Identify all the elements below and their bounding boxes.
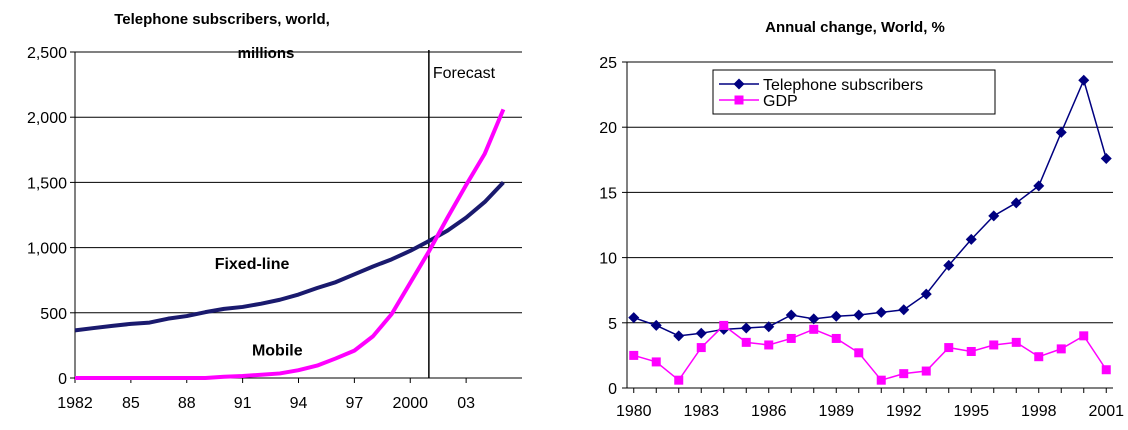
data-point-telephone-subscribers bbox=[988, 210, 1000, 222]
x-tick-label: 1980 bbox=[616, 403, 652, 420]
x-tick-label: 85 bbox=[122, 395, 140, 412]
x-tick-label: 2000 bbox=[392, 395, 428, 412]
data-point-telephone-subscribers bbox=[830, 310, 842, 322]
series-label-mobile: Mobile bbox=[252, 342, 303, 359]
data-point-telephone-subscribers bbox=[875, 306, 887, 318]
x-tick-label: 1982 bbox=[57, 395, 93, 412]
y-tick-label: 25 bbox=[599, 55, 617, 72]
chart-title: Annual change, World, % bbox=[765, 19, 945, 36]
data-point-telephone-subscribers bbox=[1010, 197, 1022, 209]
data-point-telephone-subscribers bbox=[673, 330, 685, 342]
data-point-gdp bbox=[1101, 365, 1111, 375]
data-point-telephone-subscribers bbox=[898, 304, 910, 316]
y-tick-label: 2,000 bbox=[27, 110, 67, 127]
x-tick-label: 2001 bbox=[1088, 403, 1124, 420]
data-point-gdp bbox=[1034, 352, 1044, 362]
forecast-label: Forecast bbox=[433, 65, 496, 82]
data-point-gdp bbox=[1056, 344, 1066, 354]
data-point-gdp bbox=[1079, 331, 1089, 341]
y-tick-label: 1,500 bbox=[27, 175, 67, 192]
data-point-telephone-subscribers bbox=[920, 288, 932, 300]
x-tick-label: 88 bbox=[178, 395, 196, 412]
y-tick-label: 5 bbox=[608, 316, 617, 333]
data-point-gdp bbox=[876, 375, 886, 385]
data-point-telephone-subscribers bbox=[740, 322, 752, 334]
data-point-telephone-subscribers bbox=[650, 319, 662, 331]
legend-marker-gdp bbox=[734, 95, 744, 105]
data-point-gdp bbox=[854, 348, 864, 358]
chart-title-line1: Telephone subscribers, world, bbox=[114, 11, 330, 28]
legend-box bbox=[712, 69, 996, 115]
data-point-gdp bbox=[989, 340, 999, 350]
data-point-telephone-subscribers bbox=[808, 313, 820, 325]
data-point-gdp bbox=[674, 375, 684, 385]
data-point-gdp bbox=[966, 346, 976, 356]
x-tick-label: 03 bbox=[457, 395, 475, 412]
x-tick-label: 94 bbox=[290, 395, 308, 412]
series-line-telephone-subscribers bbox=[633, 78, 1107, 337]
x-tick-label: 1992 bbox=[886, 403, 922, 420]
data-point-gdp bbox=[764, 340, 774, 350]
data-point-gdp bbox=[899, 369, 909, 379]
y-tick-label: 20 bbox=[599, 120, 617, 137]
data-point-gdp bbox=[809, 324, 819, 334]
data-point-telephone-subscribers bbox=[1055, 126, 1067, 138]
data-point-telephone-subscribers bbox=[695, 327, 707, 339]
data-point-telephone-subscribers bbox=[1078, 74, 1090, 86]
y-tick-label: 1,000 bbox=[27, 241, 67, 258]
data-point-gdp bbox=[786, 333, 796, 343]
y-tick-label: 0 bbox=[608, 381, 617, 398]
data-point-gdp bbox=[944, 343, 954, 353]
chart-telephone-subscribers: Telephone subscribers, world, millions 0… bbox=[0, 0, 560, 430]
data-point-telephone-subscribers bbox=[965, 233, 977, 245]
x-tick-label: 91 bbox=[234, 395, 252, 412]
data-point-gdp bbox=[741, 337, 751, 347]
data-point-telephone-subscribers bbox=[785, 309, 797, 321]
x-tick-label: 1989 bbox=[818, 403, 854, 420]
y-tick-label: 0 bbox=[58, 371, 67, 388]
x-tick-label: 97 bbox=[345, 395, 363, 412]
series-line-mobile bbox=[75, 108, 506, 380]
data-point-telephone-subscribers bbox=[1033, 180, 1045, 192]
data-point-telephone-subscribers bbox=[943, 259, 955, 271]
legend-label-gdp: GDP bbox=[763, 93, 798, 110]
chart-title-line2: millions bbox=[238, 45, 295, 62]
chart-annual-change: Annual change, World, % 0 5 10 15 20 25 1980 19… bbox=[570, 0, 1128, 430]
data-point-telephone-subscribers bbox=[1100, 152, 1112, 164]
x-tick-label: 1986 bbox=[751, 403, 787, 420]
data-point-gdp bbox=[1011, 337, 1021, 347]
data-point-gdp bbox=[921, 366, 931, 376]
data-point-telephone-subscribers bbox=[763, 321, 775, 333]
data-point-telephone-subscribers bbox=[853, 309, 865, 321]
chart-telephone-subscribers-svg: Telephone subscribers, world, millions 0… bbox=[27, 11, 522, 412]
x-tick-label: 1983 bbox=[683, 403, 719, 420]
x-tick-label: 1995 bbox=[953, 403, 989, 420]
data-point-gdp bbox=[651, 357, 661, 367]
data-point-gdp bbox=[719, 320, 729, 330]
data-point-gdp bbox=[696, 343, 706, 353]
y-tick-label: 2,500 bbox=[27, 45, 67, 62]
x-tick-label: 1998 bbox=[1021, 403, 1057, 420]
legend-label-telephone-subscribers: Telephone subscribers bbox=[763, 77, 923, 94]
series-label-fixed-line: Fixed-line bbox=[215, 256, 290, 273]
series-line-fixed-line bbox=[74, 181, 505, 333]
y-tick-label: 15 bbox=[599, 185, 617, 202]
data-point-gdp bbox=[629, 350, 639, 360]
data-point-telephone-subscribers bbox=[628, 312, 640, 324]
legend-marker-telephone-subscribers bbox=[733, 78, 745, 90]
y-tick-label: 10 bbox=[599, 251, 617, 268]
y-tick-label: 500 bbox=[40, 306, 67, 323]
series-line-gdp bbox=[633, 324, 1107, 382]
chart-annual-change-svg: Annual change, World, % 0 5 10 15 20 25 1980 19… bbox=[599, 19, 1124, 420]
data-point-gdp bbox=[831, 333, 841, 343]
